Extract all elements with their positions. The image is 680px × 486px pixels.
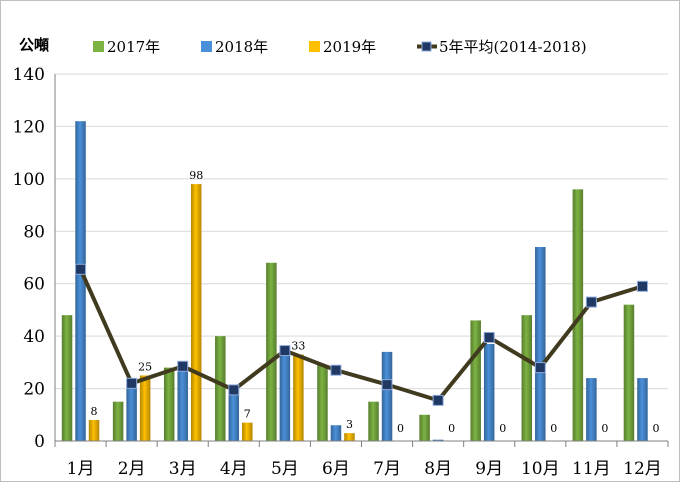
bar <box>177 364 188 441</box>
data-label: 98 <box>189 169 203 182</box>
line-point <box>177 360 189 372</box>
x-tick-label: 5月 <box>271 459 299 479</box>
y-tick-label: 60 <box>23 275 45 295</box>
bar <box>470 320 481 441</box>
line-point <box>534 362 546 374</box>
legend: 2017年 2018年 2019年 5年平均(2014-2018) <box>93 38 587 56</box>
x-tick-label: 8月 <box>424 459 452 479</box>
line-point <box>75 263 87 275</box>
bar <box>88 420 100 441</box>
y-tick-label: 100 <box>13 170 45 190</box>
line-point <box>381 379 393 391</box>
bar <box>535 247 546 441</box>
y-tick-label: 140 <box>13 65 45 85</box>
bar <box>139 375 151 441</box>
data-label: 7 <box>244 408 251 421</box>
legend-label: 2017年 <box>107 38 160 56</box>
data-label: 0 <box>550 422 557 435</box>
x-tick-label: 6月 <box>322 459 350 479</box>
legend-swatch <box>201 41 212 52</box>
x-tick-label: 4月 <box>220 459 248 479</box>
line-point <box>279 345 291 357</box>
data-label: 0 <box>601 422 608 435</box>
legend-swatch <box>309 41 320 52</box>
data-label: 0 <box>397 422 404 435</box>
bar <box>381 351 393 441</box>
bar <box>163 367 175 441</box>
unit-label: 公噸 <box>19 36 49 54</box>
legend-label: 2019年 <box>323 38 376 56</box>
bar <box>215 336 226 441</box>
line-point <box>432 394 444 406</box>
legend-marker <box>421 41 432 52</box>
data-label: 8 <box>91 405 98 418</box>
bar <box>344 433 355 441</box>
x-tick-label: 12月 <box>623 459 662 479</box>
line-point <box>126 377 138 389</box>
bar <box>483 344 495 441</box>
line-point <box>330 364 342 376</box>
x-tick-label: 10月 <box>521 459 560 479</box>
x-tick-label: 9月 <box>475 459 503 479</box>
bar <box>112 401 124 441</box>
y-tick-label: 20 <box>23 380 45 400</box>
bar <box>228 388 240 441</box>
line-series <box>78 268 644 403</box>
y-tick-label: 0 <box>34 432 45 452</box>
data-label: 3 <box>346 418 353 431</box>
bar <box>317 364 328 441</box>
line-point <box>228 384 240 396</box>
x-tick-label: 1月 <box>67 459 95 479</box>
line-point <box>585 296 597 308</box>
bar <box>266 262 277 441</box>
bar <box>293 354 304 441</box>
y-tick-label: 80 <box>23 222 45 242</box>
bars <box>61 121 648 441</box>
bar <box>623 304 635 441</box>
data-label: 25 <box>138 360 152 373</box>
x-tick-label: 11月 <box>572 459 611 479</box>
data-label: 0 <box>652 422 659 435</box>
average-line <box>75 263 648 406</box>
bar <box>368 401 379 441</box>
x-tick-label: 7月 <box>373 459 401 479</box>
x-tick-label: 3月 <box>169 459 197 479</box>
line-point <box>636 280 648 292</box>
bar <box>586 378 597 441</box>
bar <box>61 315 73 441</box>
bar <box>75 121 86 441</box>
y-tick-label: 120 <box>13 117 45 137</box>
y-tick-label: 40 <box>23 327 45 347</box>
bar <box>330 425 342 441</box>
bar <box>521 315 533 441</box>
line-point <box>483 331 495 343</box>
bar <box>572 189 584 441</box>
bar <box>637 378 648 441</box>
bar <box>126 383 137 441</box>
legend-label: 2018年 <box>215 38 268 56</box>
data-label: 0 <box>499 422 506 435</box>
bar <box>419 414 430 441</box>
bar <box>242 422 253 441</box>
bar <box>432 439 444 441</box>
bar <box>279 349 291 441</box>
grid-lines <box>55 73 668 390</box>
bar <box>190 184 202 441</box>
x-tick-label: 2月 <box>118 459 146 479</box>
data-label: 33 <box>291 339 305 352</box>
legend-swatch <box>93 41 104 52</box>
data-label: 0 <box>448 422 455 435</box>
legend-label: 5年平均(2014-2018) <box>439 38 587 56</box>
